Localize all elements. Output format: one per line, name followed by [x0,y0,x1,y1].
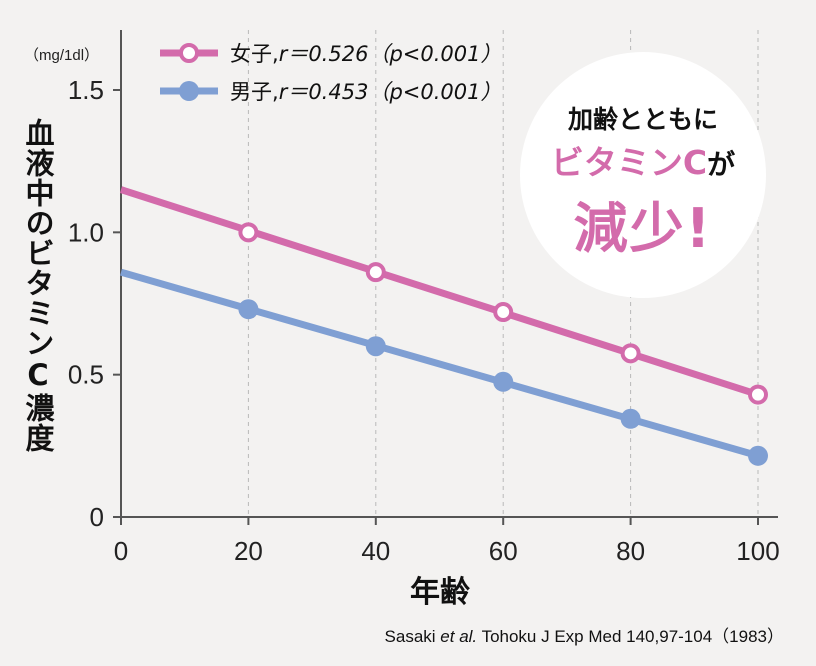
callout-vitamin-c: ビタミンC [550,143,708,182]
series-1-point-5 [748,384,768,405]
data-series [119,186,768,466]
series-2-point-5 [748,445,768,466]
series-line-1 [119,186,760,398]
tick-labels: 0 20 40 60 80 100 0 0.5 1.0 1.5 [68,75,780,566]
callout-line2: ビタミンCが [520,136,766,184]
legend-name-1: 女子, [230,42,279,66]
legend-name-2: 男子, [230,80,279,104]
legend-marker-2 [179,81,199,101]
y-tick-label-1.0: 1.0 [68,217,104,247]
series-2-point-1 [238,299,259,320]
callout-particle: が [707,148,736,181]
x-tick-label-40: 40 [361,536,390,566]
callout-line3: 減少! [573,197,713,260]
x-tick-label-60: 60 [489,536,518,566]
series-1-point-4 [620,343,641,364]
legend: 女子,r＝0.526（p<0.001）男子,r＝0.453（p<0.001） [160,42,501,104]
x-tick-label-80: 80 [616,536,645,566]
x-axis-label: 年齢 [410,575,470,610]
y-tick-label-0.5: 0.5 [68,360,104,390]
series-line-2 [120,268,759,460]
legend-stat-2: r＝0.453（p<0.001） [279,80,502,104]
source-etal: et al. [440,627,478,646]
source-authors: Sasaki [384,627,441,646]
series-2-point-4 [620,408,641,429]
callout-line1: 加齢とともに [567,105,718,134]
series-1-point-1 [238,222,259,243]
y-unit-label: （mg/1dl） [24,47,99,64]
callout-bubble: 加齢とともに ビタミンCが 減少! [520,52,766,298]
series-2-point-3 [493,371,514,392]
y-tick-label-0: 0 [90,502,104,532]
series-1-point-2 [365,262,386,283]
legend-marker-1 [179,43,199,63]
source-journal: Tohoku J Exp Med 140,97-104（1983） [477,627,784,646]
x-tick-label-100: 100 [736,536,779,566]
legend-stat-1: r＝0.526（p<0.001） [279,42,502,66]
series-2-point-2 [365,336,386,357]
x-tick-label-20: 20 [234,536,263,566]
x-tick-label-0: 0 [114,536,128,566]
source-citation: Sasaki et al. Tohoku J Exp Med 140,97-10… [385,622,784,647]
y-axis-label: 血液中のビタミンC濃度 [21,118,55,453]
y-tick-label-1.5: 1.5 [68,75,104,105]
series-1-point-3 [493,302,514,323]
legend-label-1: 女子,r＝0.526（p<0.001） [230,42,501,66]
legend-label-2: 男子,r＝0.453（p<0.001） [230,80,501,104]
